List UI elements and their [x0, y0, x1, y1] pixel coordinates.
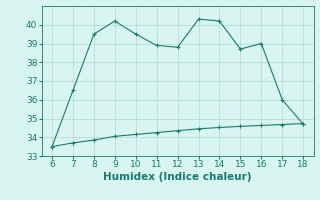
X-axis label: Humidex (Indice chaleur): Humidex (Indice chaleur) — [103, 172, 252, 182]
